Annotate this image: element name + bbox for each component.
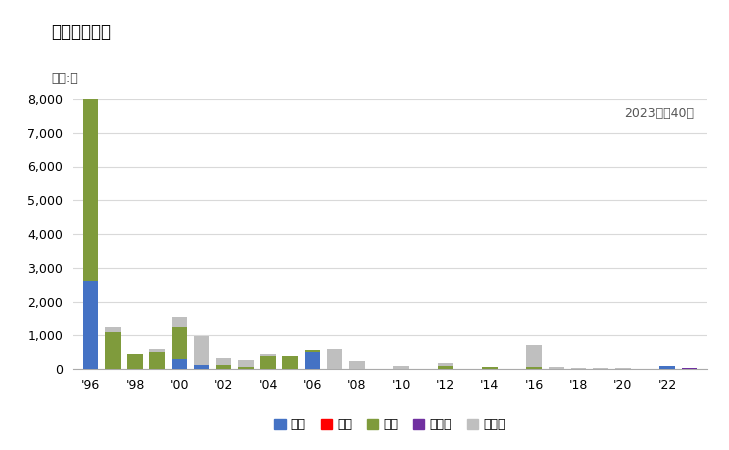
Bar <box>194 336 209 365</box>
Bar <box>437 365 453 369</box>
Bar <box>571 368 586 369</box>
Bar <box>282 356 298 369</box>
Bar <box>305 352 320 369</box>
Bar <box>660 366 675 369</box>
Text: 2023年：40着: 2023年：40着 <box>625 107 695 120</box>
Bar <box>171 359 187 369</box>
Bar <box>149 349 165 352</box>
Text: 単位:着: 単位:着 <box>51 72 78 85</box>
Bar <box>548 367 564 369</box>
Bar <box>327 350 343 369</box>
Bar <box>260 356 276 369</box>
Bar <box>437 363 453 365</box>
Bar <box>83 49 98 281</box>
Bar <box>105 332 120 369</box>
Bar <box>615 368 631 369</box>
Bar <box>149 352 165 369</box>
Bar <box>171 327 187 359</box>
Bar <box>260 355 276 356</box>
Bar <box>216 365 231 369</box>
Bar <box>216 358 231 365</box>
Bar <box>349 360 364 369</box>
Bar <box>593 368 609 369</box>
Text: 輸出量の推移: 輸出量の推移 <box>51 22 111 40</box>
Bar <box>305 350 320 352</box>
Bar <box>238 360 254 367</box>
Bar <box>394 366 409 369</box>
Bar <box>238 367 254 369</box>
Bar <box>194 365 209 369</box>
Bar <box>171 317 187 327</box>
Bar <box>526 367 542 369</box>
Bar <box>682 368 697 369</box>
Legend: 中国, 英国, 台湾, カナダ, その他: 中国, 英国, 台湾, カナダ, その他 <box>270 413 510 436</box>
Bar <box>482 367 498 369</box>
Bar <box>83 281 98 369</box>
Bar <box>105 327 120 332</box>
Bar <box>526 346 542 367</box>
Bar <box>128 355 143 369</box>
